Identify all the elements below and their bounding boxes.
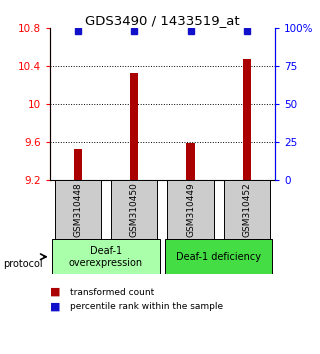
Text: percentile rank within the sample: percentile rank within the sample [70, 302, 224, 311]
Text: protocol: protocol [3, 259, 43, 269]
Text: ■: ■ [50, 287, 60, 297]
Bar [130, 73, 139, 180]
FancyBboxPatch shape [167, 180, 214, 239]
FancyBboxPatch shape [111, 180, 157, 239]
Title: GDS3490 / 1433519_at: GDS3490 / 1433519_at [85, 14, 240, 27]
Bar [243, 59, 251, 180]
Bar [186, 143, 195, 180]
Text: Deaf-1
overexpression: Deaf-1 overexpression [69, 246, 143, 268]
FancyBboxPatch shape [55, 180, 101, 239]
Text: transformed count: transformed count [70, 287, 155, 297]
FancyBboxPatch shape [165, 239, 272, 274]
FancyBboxPatch shape [52, 239, 160, 274]
Text: ■: ■ [50, 301, 60, 311]
FancyBboxPatch shape [224, 180, 270, 239]
Bar [74, 149, 82, 180]
Text: GSM310448: GSM310448 [73, 182, 82, 237]
Text: GSM310449: GSM310449 [186, 182, 195, 237]
Text: GSM310450: GSM310450 [130, 182, 139, 237]
Text: Deaf-1 deficiency: Deaf-1 deficiency [176, 252, 261, 262]
Text: GSM310452: GSM310452 [243, 182, 252, 237]
